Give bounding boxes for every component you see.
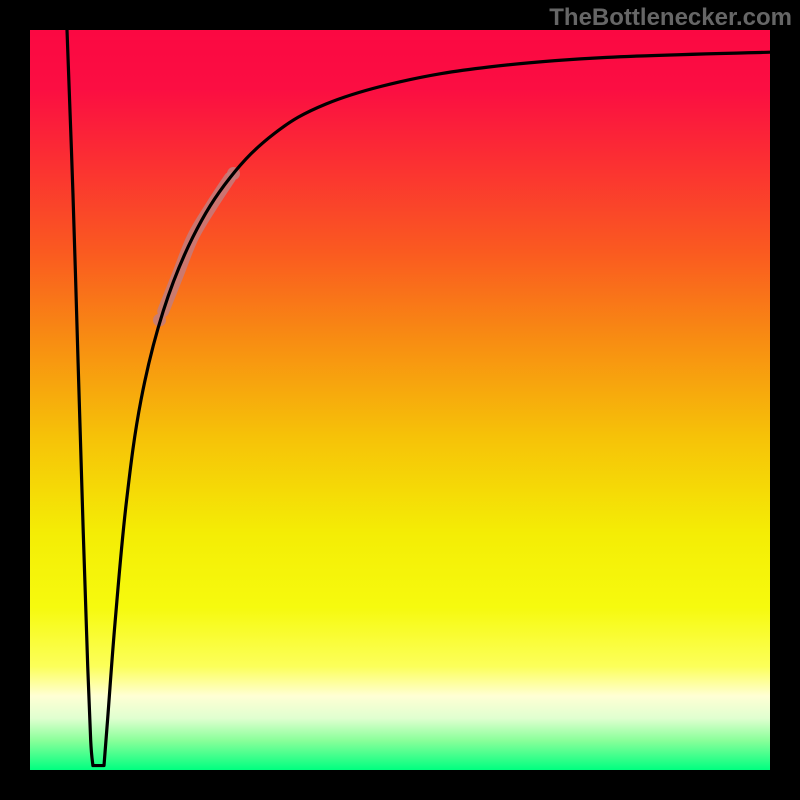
chart-stage: TheBottlenecker.com: [0, 0, 800, 800]
chart-svg: [0, 0, 800, 800]
